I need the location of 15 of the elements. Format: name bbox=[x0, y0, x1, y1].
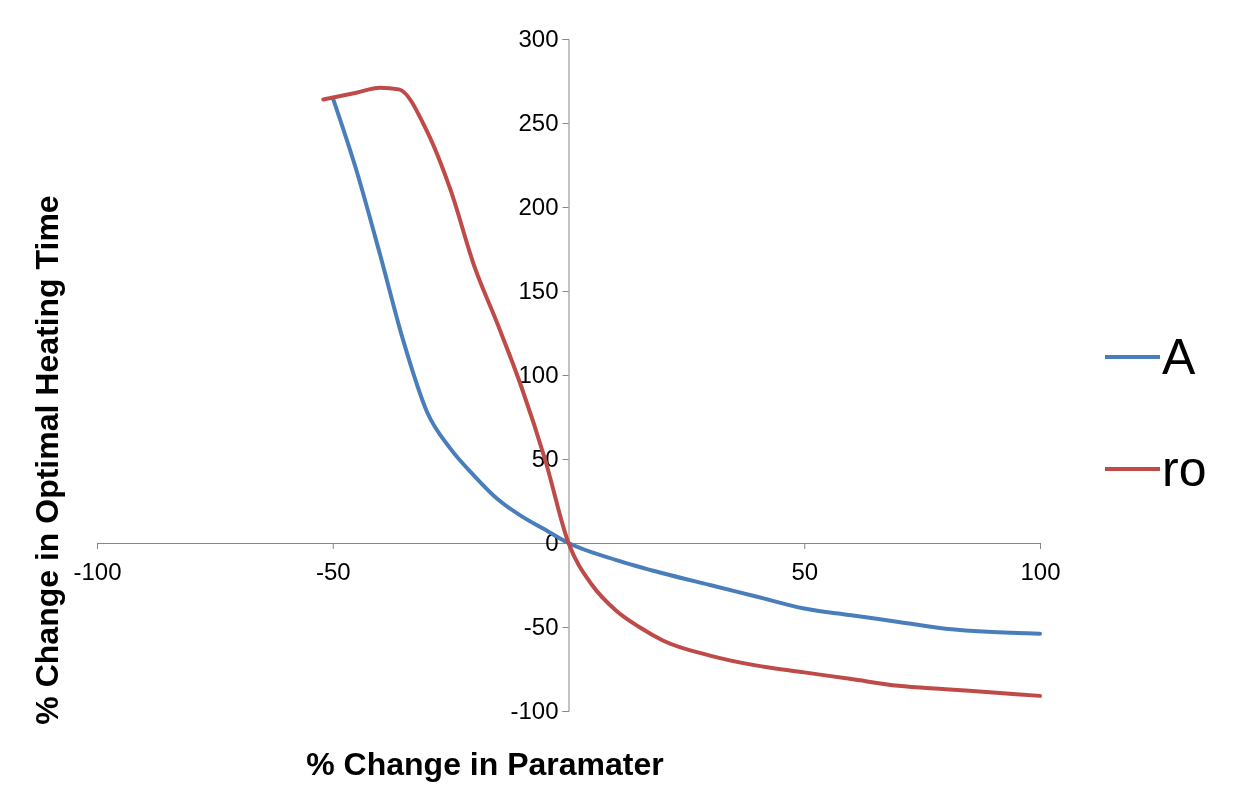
legend-label: ro bbox=[1162, 441, 1207, 497]
y-tick-label: 150 bbox=[518, 277, 559, 305]
y-tick-label: -100 bbox=[510, 697, 559, 725]
x-axis-title: % Change in Paramater bbox=[306, 746, 664, 782]
x-tick-label: 100 bbox=[1020, 558, 1061, 586]
y-tick-label: 250 bbox=[518, 109, 559, 137]
x-tick-label: -50 bbox=[315, 558, 351, 586]
legend-label: A bbox=[1162, 329, 1196, 385]
x-tick-label: -100 bbox=[73, 558, 122, 586]
y-tick-label: 100 bbox=[518, 361, 559, 389]
y-axis-title: % Change in Optimal Heating Time bbox=[29, 195, 65, 725]
y-tick-label: 300 bbox=[518, 25, 559, 53]
x-tick-label: 50 bbox=[791, 558, 819, 586]
y-tick-label: 200 bbox=[518, 193, 559, 221]
y-tick-label: -50 bbox=[523, 613, 559, 641]
